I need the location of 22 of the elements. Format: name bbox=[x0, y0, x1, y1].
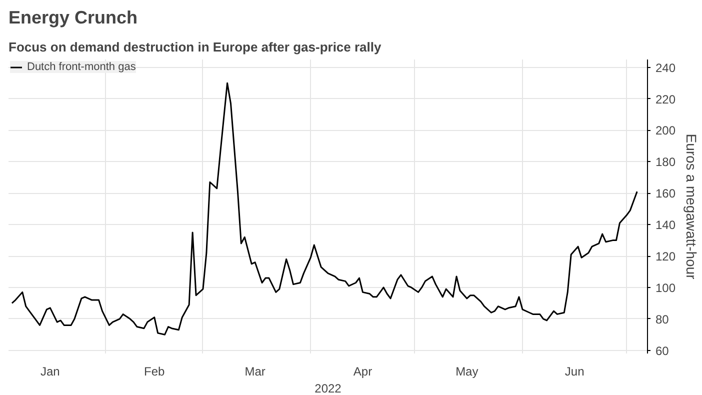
x-tick-label: Feb bbox=[144, 364, 166, 378]
y-axis-title: Euros a megawatt-hour bbox=[684, 134, 700, 280]
x-tick-label: Apr bbox=[353, 364, 372, 378]
y-tick-label: 60 bbox=[656, 344, 670, 358]
y-tick-label: 240 bbox=[656, 60, 676, 75]
y-tick-label: 160 bbox=[656, 186, 676, 201]
y-tick-label: 120 bbox=[656, 250, 676, 264]
x-tick-label: Mar bbox=[244, 364, 266, 378]
y-tick-label: 220 bbox=[656, 92, 676, 106]
legend-label: Dutch front-month gas bbox=[27, 61, 136, 73]
y-tick-label: 80 bbox=[656, 312, 670, 326]
line-series bbox=[11, 82, 638, 336]
x-axis-title: 2022 bbox=[314, 382, 342, 395]
y-tick-label: 180 bbox=[656, 155, 676, 170]
y-tick-label: 200 bbox=[656, 124, 676, 138]
x-tick-label: Jun bbox=[564, 364, 584, 378]
chart-title: Energy Crunch bbox=[8, 8, 138, 28]
y-tick-label: 100 bbox=[656, 280, 676, 295]
y-tick-label: 140 bbox=[656, 218, 676, 232]
x-tick-label: Jan bbox=[40, 364, 60, 378]
chart-subtitle: Focus on demand destruction in Europe after gas-price rally bbox=[8, 40, 382, 54]
x-tick-label: May bbox=[456, 364, 478, 378]
